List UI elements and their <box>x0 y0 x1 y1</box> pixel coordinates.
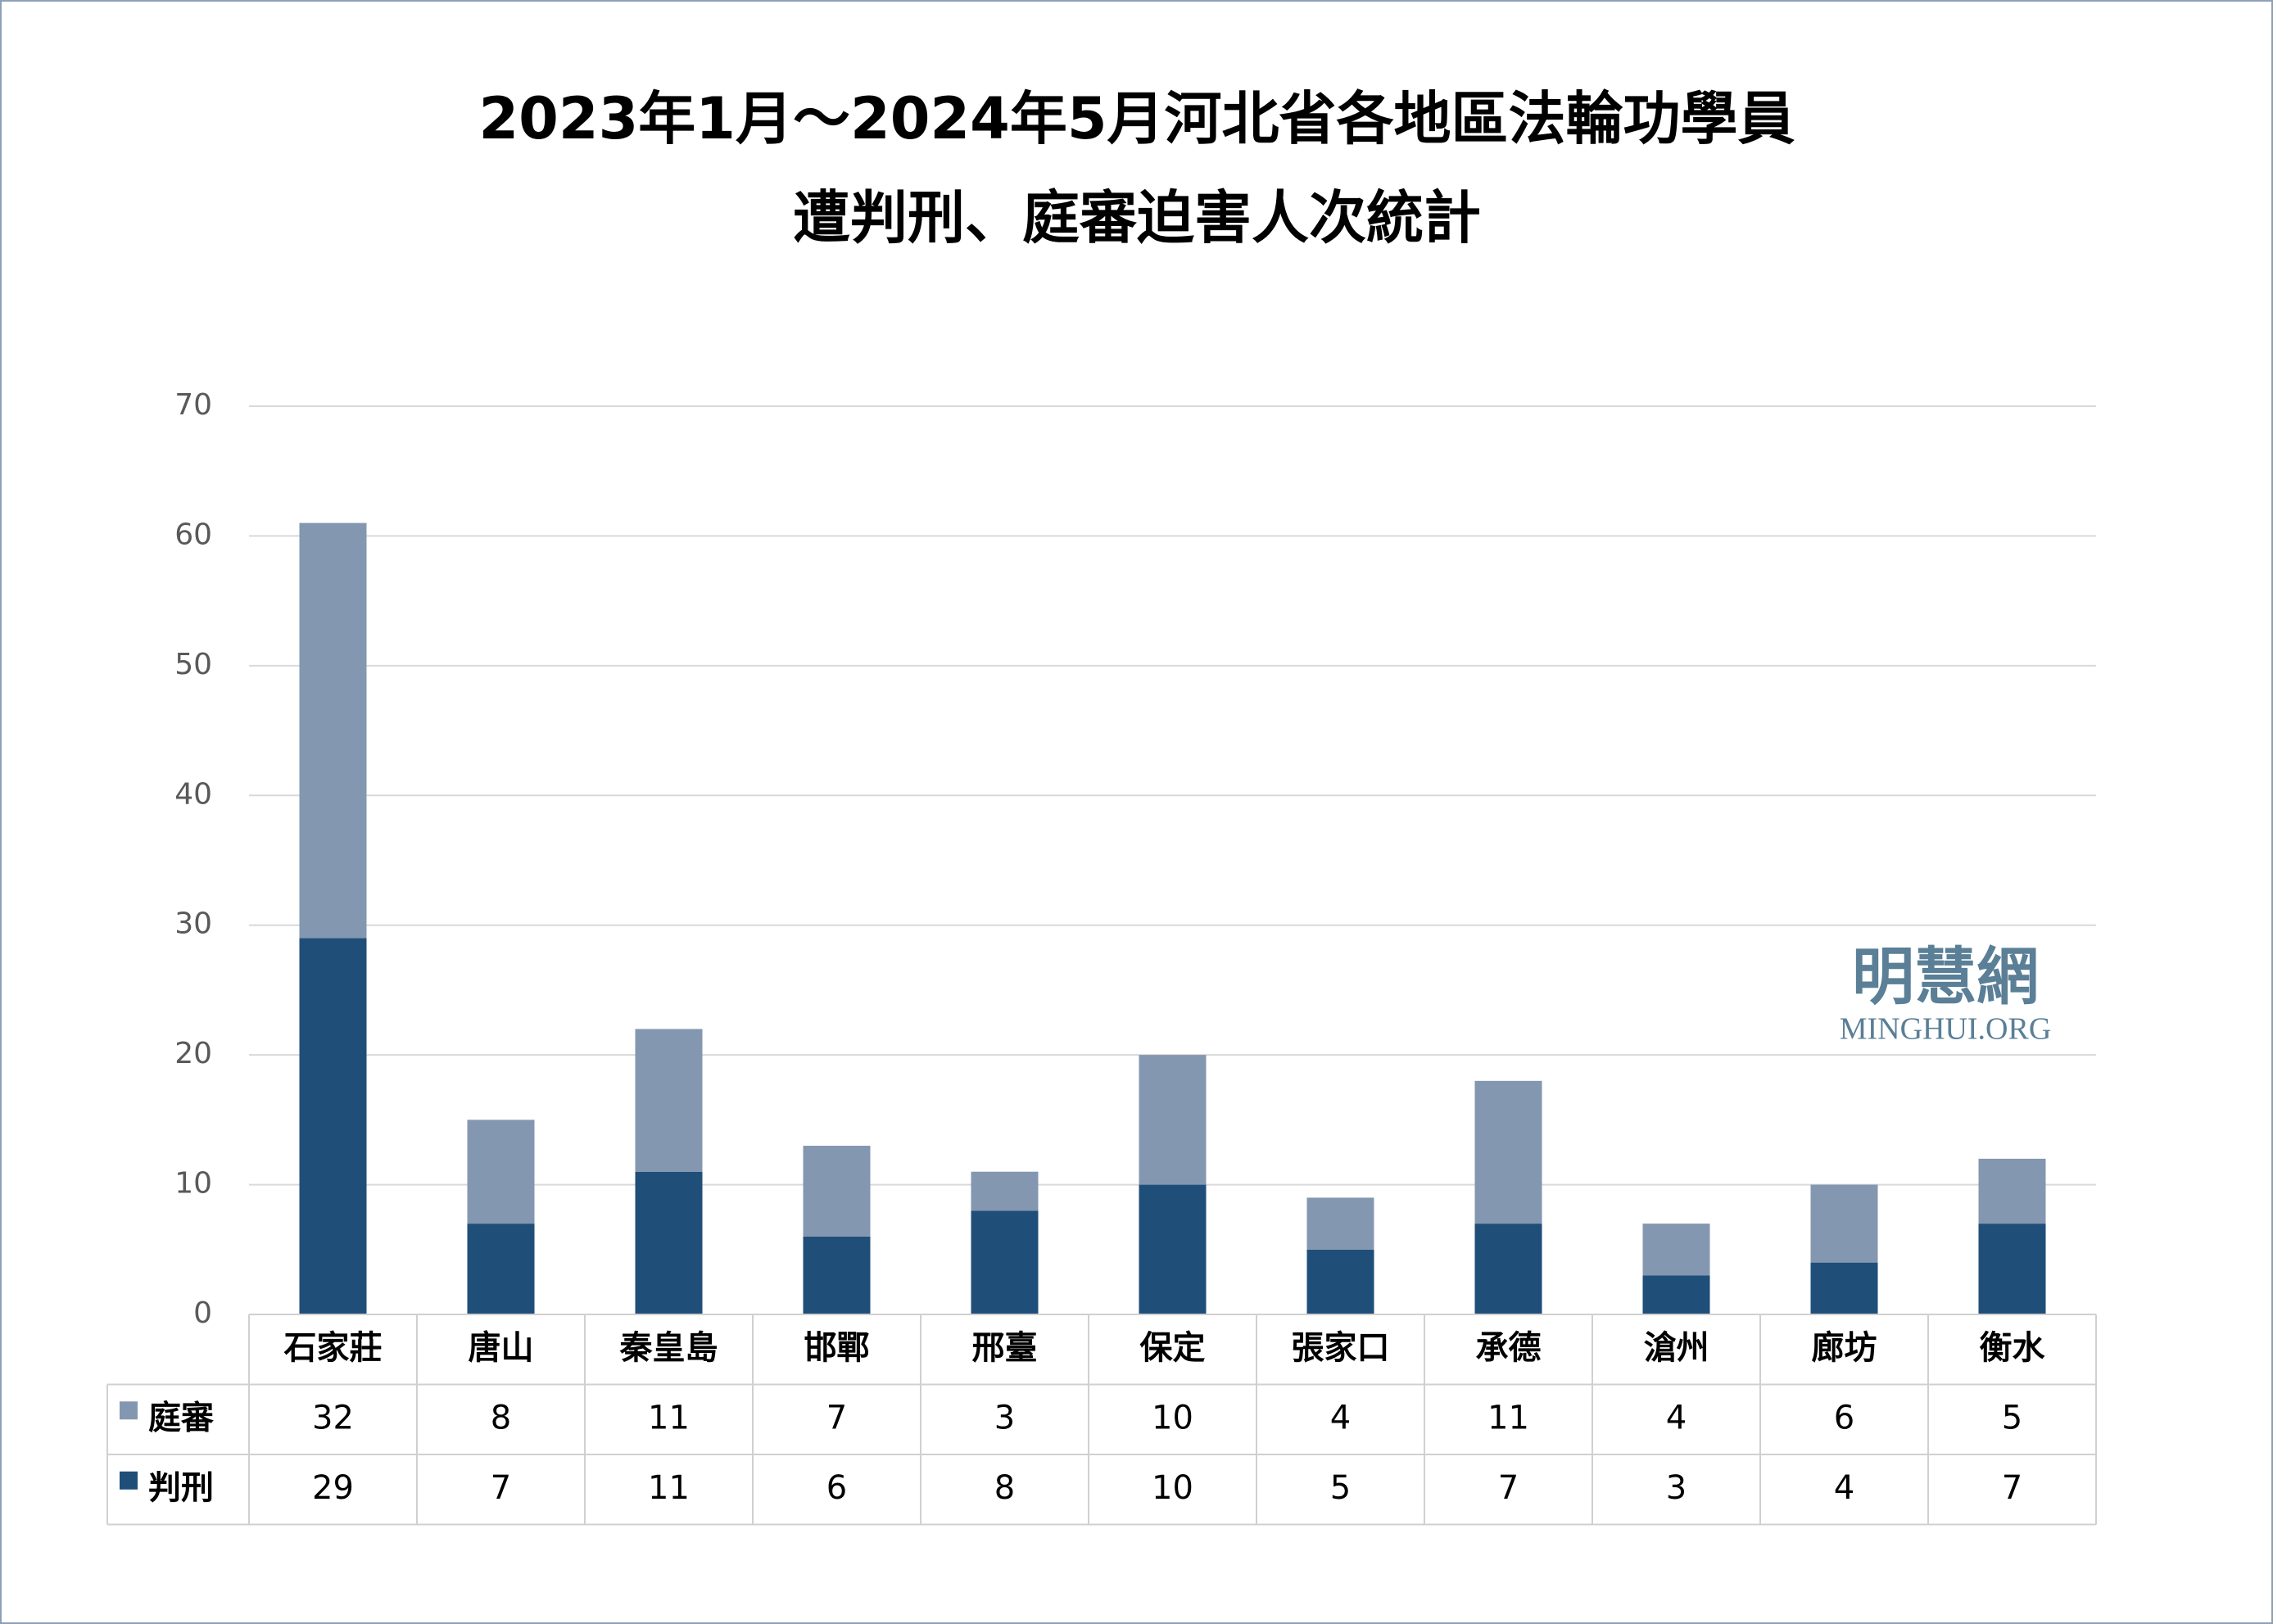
x-tick-label: 衡水 <box>1980 1329 2046 1367</box>
table-value: 6 <box>1834 1399 1854 1436</box>
bar <box>1642 1275 1710 1314</box>
bar <box>1306 1249 1374 1314</box>
x-tick-label: 承德 <box>1476 1329 1542 1367</box>
table-value: 11 <box>648 1399 690 1436</box>
chart-title: 2023年1月～2024年5月河北省各地區法輪功學員 <box>478 85 1795 152</box>
legend-key <box>120 1471 138 1490</box>
legend-label: 判刑 <box>148 1469 214 1507</box>
x-tick-label: 石家莊 <box>284 1329 383 1367</box>
table-value: 7 <box>2002 1469 2022 1507</box>
table-value: 4 <box>1330 1399 1351 1436</box>
legend-label: 庭審 <box>148 1399 215 1436</box>
bar <box>635 1171 703 1314</box>
watermark: MINGHUI.ORG <box>1840 1012 2052 1047</box>
bar <box>1139 1184 1207 1314</box>
bar <box>299 522 367 939</box>
bar <box>1978 1158 2046 1224</box>
x-tick-label: 張家口 <box>1292 1329 1390 1367</box>
bar <box>299 938 367 1314</box>
bar <box>803 1236 871 1314</box>
x-tick-label: 秦皇島 <box>620 1329 718 1367</box>
table-value: 7 <box>491 1469 511 1507</box>
table-value: 8 <box>994 1469 1015 1507</box>
table-value: 10 <box>1152 1469 1193 1507</box>
table-value: 29 <box>312 1469 354 1507</box>
x-tick-label: 唐山 <box>469 1329 534 1367</box>
table-value: 4 <box>1666 1399 1687 1436</box>
x-tick-label: 廊坊 <box>1812 1329 1877 1367</box>
bar <box>971 1210 1039 1314</box>
y-tick-label: 0 <box>193 1296 212 1330</box>
table-value: 3 <box>1666 1469 1687 1507</box>
bar <box>467 1224 535 1314</box>
table-value: 32 <box>312 1399 354 1436</box>
bar <box>467 1120 535 1224</box>
y-tick-label: 10 <box>174 1167 212 1201</box>
y-tick-label: 20 <box>174 1037 212 1070</box>
table-value: 8 <box>491 1399 511 1436</box>
table-value: 11 <box>1487 1399 1529 1436</box>
bar <box>1642 1224 1710 1276</box>
table-value: 7 <box>826 1399 847 1436</box>
table-value: 3 <box>994 1399 1015 1436</box>
table-value: 6 <box>826 1469 847 1507</box>
y-tick-label: 60 <box>174 518 212 551</box>
bar <box>1139 1055 1207 1185</box>
bar <box>971 1171 1039 1211</box>
bar <box>1474 1080 1542 1224</box>
bar <box>635 1029 703 1172</box>
bar <box>1474 1224 1542 1314</box>
table-value: 5 <box>2002 1399 2022 1436</box>
chart-title: 遭判刑、庭審迫害人次統計 <box>793 184 1481 251</box>
table-value: 4 <box>1834 1469 1854 1507</box>
x-tick-label: 邯鄲 <box>804 1329 870 1367</box>
x-tick-label: 滄州 <box>1644 1329 1709 1367</box>
legend-key <box>120 1401 138 1420</box>
y-tick-label: 40 <box>174 777 212 811</box>
bar <box>1306 1197 1374 1250</box>
table-value: 7 <box>1498 1469 1519 1507</box>
y-tick-label: 70 <box>174 388 212 422</box>
x-tick-label: 保定 <box>1140 1329 1206 1367</box>
y-tick-label: 30 <box>174 907 212 941</box>
table-value: 10 <box>1152 1399 1193 1436</box>
table-value: 5 <box>1330 1469 1351 1507</box>
bar <box>1810 1262 1878 1314</box>
y-tick-label: 50 <box>174 648 212 681</box>
bar <box>1978 1224 2046 1314</box>
bar <box>803 1146 871 1237</box>
table-value: 11 <box>648 1469 690 1507</box>
x-tick-label: 邢臺 <box>972 1329 1038 1367</box>
watermark: 明慧網 <box>1852 940 2039 1013</box>
bar <box>1810 1184 1878 1263</box>
